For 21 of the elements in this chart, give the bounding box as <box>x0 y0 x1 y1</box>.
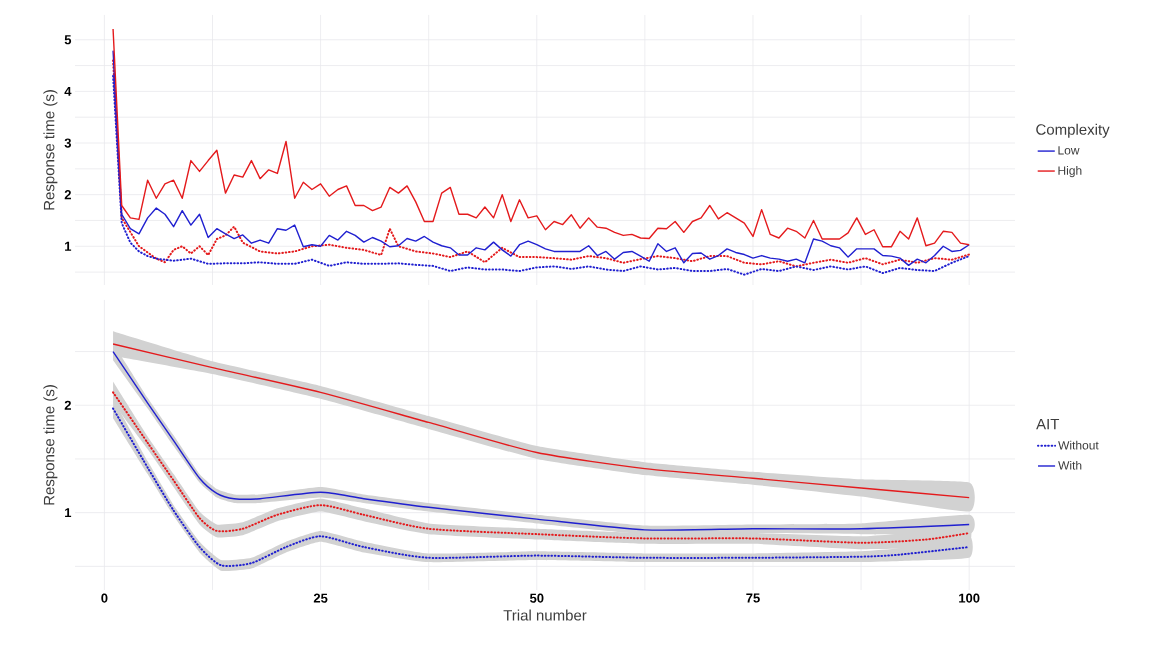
legend-label: With <box>1058 460 1082 470</box>
x-tick-label: 50 <box>529 593 544 603</box>
x-axis-title: Trial number <box>503 609 587 621</box>
legend-label: High <box>1058 165 1082 178</box>
y-tick-label: 3 <box>64 138 72 148</box>
y-tick-label: 1 <box>65 508 72 518</box>
y-tick-label: 1 <box>65 241 72 251</box>
y-tick-label: 5 <box>64 35 72 45</box>
y-tick-label: 2 <box>64 400 71 410</box>
y-tick-label: 2 <box>64 190 71 200</box>
y-axis-title: Response time (s) <box>43 90 58 210</box>
x-tick-label: 25 <box>313 593 328 603</box>
x-tick-label: 0 <box>101 593 108 603</box>
legend-label: Without <box>1058 440 1099 450</box>
y-tick-label: 4 <box>64 86 72 96</box>
x-tick-label: 100 <box>959 593 980 603</box>
y-axis-title: Response time (s) <box>43 385 58 505</box>
legend-label: Low <box>1058 146 1080 155</box>
legend-title: AIT <box>1036 418 1060 430</box>
legend-title: Complexity <box>1036 123 1110 138</box>
x-tick-label: 75 <box>746 593 760 603</box>
